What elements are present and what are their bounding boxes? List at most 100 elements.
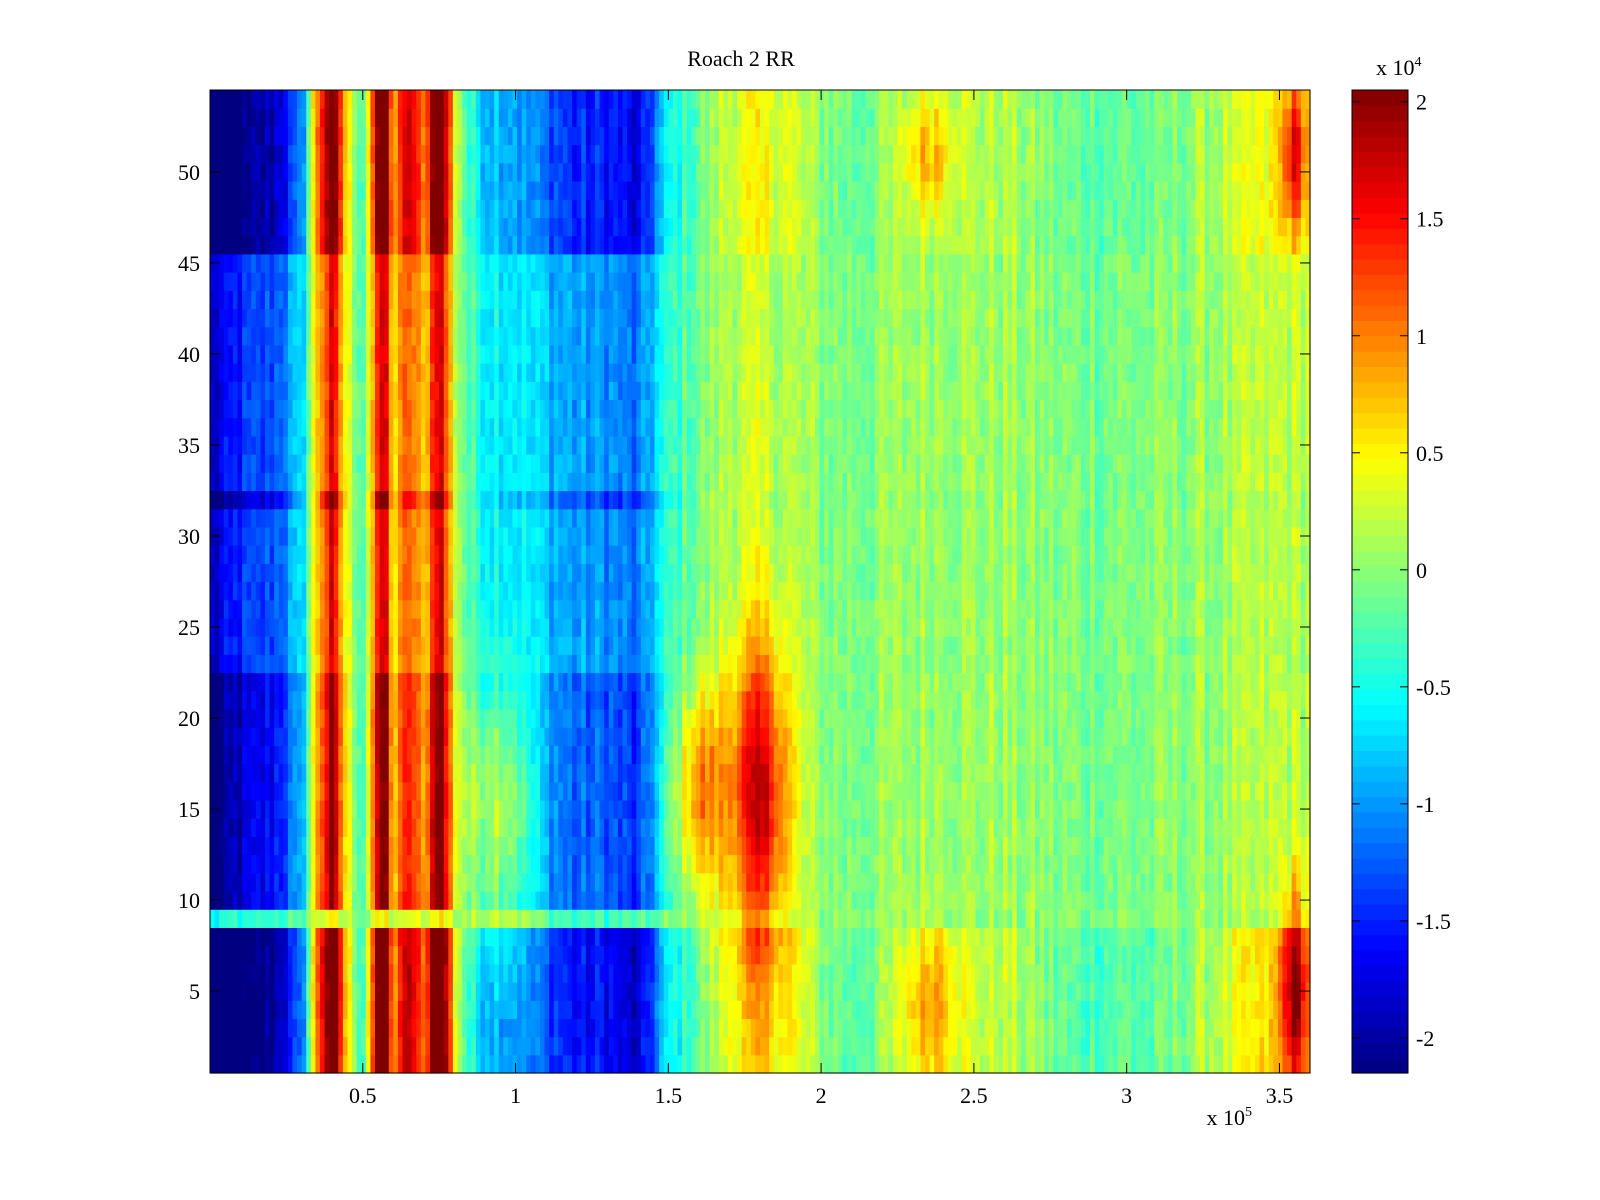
heatmap-cell — [530, 981, 537, 1001]
heatmap-cell — [837, 745, 844, 765]
heatmap-cell — [219, 981, 225, 1001]
heatmap-cell — [485, 890, 491, 910]
heatmap-cell — [388, 981, 394, 1001]
heatmap-cell — [902, 1036, 908, 1056]
heatmap-cell — [1035, 818, 1041, 837]
heatmap-cell — [489, 945, 495, 965]
heatmap-cell — [278, 854, 284, 874]
heatmap-cell — [1108, 1054, 1114, 1074]
heatmap-cell — [540, 945, 546, 965]
heatmap-cell — [1241, 927, 1247, 947]
heatmap-cell — [1117, 909, 1123, 928]
heatmap-cell — [581, 763, 587, 783]
heatmap-cell — [631, 872, 637, 892]
heatmap-cell — [714, 1054, 720, 1074]
heatmap-cell — [952, 890, 958, 910]
heatmap-cell — [631, 745, 637, 765]
heatmap-cell — [237, 781, 243, 801]
heatmap-cell — [379, 745, 385, 765]
heatmap-cell — [860, 854, 867, 874]
heatmap-cell — [562, 690, 569, 710]
heatmap-cell — [384, 690, 390, 710]
heatmap-cell — [837, 927, 844, 947]
heatmap-cell — [255, 963, 262, 983]
heatmap-cell — [306, 799, 312, 819]
heatmap-cell — [1305, 818, 1311, 837]
heatmap-cell — [897, 890, 903, 910]
heatmap-cell — [1002, 1054, 1009, 1074]
heatmap-cell — [677, 890, 683, 910]
heatmap-cell — [434, 872, 440, 892]
heatmap-cell — [842, 1054, 848, 1074]
heatmap-cell — [1259, 1054, 1265, 1074]
heatmap-cell — [517, 963, 523, 983]
heatmap-cell — [1067, 927, 1073, 947]
heatmap-cell — [732, 1000, 738, 1019]
heatmap-cell — [397, 981, 404, 1001]
heatmap-cell — [1071, 1036, 1077, 1056]
heatmap-cell — [613, 945, 619, 965]
heatmap-cell — [301, 763, 307, 783]
heatmap-cell — [1250, 745, 1256, 765]
heatmap-cell — [1177, 836, 1183, 856]
heatmap-cell — [705, 836, 711, 856]
heatmap-cell — [1062, 854, 1068, 874]
heatmap-cell — [663, 1036, 669, 1056]
heatmap-cell — [604, 981, 610, 1001]
heatmap-cell — [590, 981, 596, 1001]
heatmap-cell — [553, 854, 559, 874]
heatmap-cell — [718, 690, 724, 710]
heatmap-cell — [613, 763, 619, 783]
heatmap-cell — [851, 690, 857, 710]
heatmap-cell — [934, 872, 940, 892]
heatmap-cell — [246, 1000, 252, 1019]
heatmap-cell — [929, 1036, 935, 1056]
heatmap-cell — [952, 745, 958, 765]
heatmap-cell — [255, 708, 262, 728]
heatmap-cell — [1030, 818, 1036, 837]
heatmap-cell — [1186, 836, 1192, 856]
heatmap-cell — [902, 854, 908, 874]
heatmap-cell — [283, 690, 289, 710]
heatmap-cell — [452, 872, 459, 892]
heatmap-cell — [242, 1054, 248, 1074]
heatmap-cell — [393, 745, 399, 765]
heatmap-cell — [1076, 909, 1082, 928]
heatmap-cell — [251, 927, 257, 947]
heatmap-cell — [1057, 818, 1064, 837]
heatmap-cell — [1007, 963, 1013, 983]
heatmap-cell — [301, 963, 307, 983]
heatmap-cell — [1090, 1036, 1096, 1056]
heatmap-cell — [796, 763, 802, 783]
heatmap-cell — [494, 836, 500, 856]
heatmap-cell — [984, 708, 990, 728]
heatmap-cell — [572, 745, 578, 765]
heatmap-cell — [287, 1054, 294, 1074]
heatmap-cell — [860, 727, 867, 746]
heatmap-cell — [287, 745, 294, 765]
heatmap-cell — [723, 963, 729, 983]
heatmap-cell — [805, 708, 812, 728]
heatmap-cell — [1163, 745, 1169, 765]
heatmap-cell — [1273, 818, 1279, 837]
heatmap-cell — [870, 690, 876, 710]
heatmap-cell — [1080, 708, 1087, 728]
heatmap-cell — [1016, 890, 1022, 910]
heatmap-cell — [906, 1054, 912, 1074]
heatmap-cell — [700, 690, 706, 710]
heatmap-cell — [938, 781, 944, 801]
heatmap-cell — [301, 781, 307, 801]
heatmap-cell — [1035, 909, 1041, 928]
heatmap-cell — [998, 945, 1004, 965]
heatmap-cell — [1067, 799, 1073, 819]
heatmap-cell — [1177, 745, 1183, 765]
heatmap-cell — [663, 836, 669, 856]
heatmap-cell — [1108, 981, 1114, 1001]
heatmap-cell — [819, 890, 825, 910]
heatmap-cell — [310, 799, 317, 819]
heatmap-cell — [796, 854, 802, 874]
heatmap-cell — [297, 836, 303, 856]
heatmap-cell — [677, 1000, 683, 1019]
heatmap-cell — [782, 727, 789, 746]
heatmap-cell — [228, 981, 234, 1001]
